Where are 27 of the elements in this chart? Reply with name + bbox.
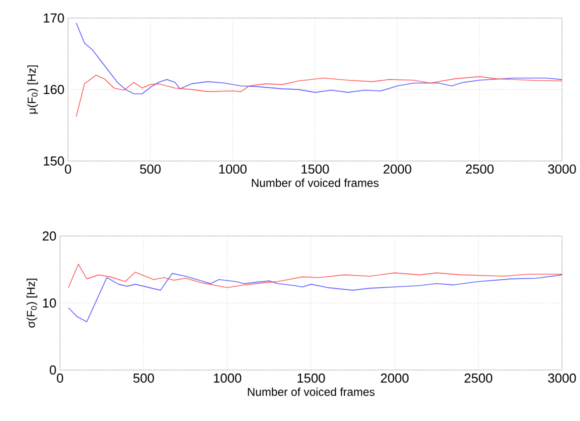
x-axis-title: Number of voiced frames bbox=[252, 178, 379, 187]
line-series bbox=[76, 22, 562, 94]
line-series bbox=[68, 264, 562, 288]
x-tick-label: 1500 bbox=[302, 164, 329, 174]
x-tick-label: 1000 bbox=[219, 164, 247, 174]
x-tick-label: 3000 bbox=[548, 374, 576, 383]
y-tick-label: 0 bbox=[50, 365, 56, 375]
y-axis-title: μ(F$_{0}$) [Hz] bbox=[27, 65, 38, 114]
x-tick-label: 2500 bbox=[464, 374, 492, 383]
x-tick-label: 500 bbox=[140, 164, 161, 174]
x-tick-label: 2000 bbox=[380, 374, 409, 383]
x-axis-title: Number of voiced frames bbox=[248, 388, 375, 396]
x-tick-label: 1000 bbox=[214, 374, 242, 383]
x-tick-label: 3000 bbox=[548, 164, 576, 174]
x-tick-label: 500 bbox=[133, 374, 154, 383]
y-tick-label: 20 bbox=[42, 231, 56, 241]
x-tick-label: 1500 bbox=[298, 374, 325, 383]
x-tick-label: 2000 bbox=[384, 164, 412, 174]
y-tick-label: 150 bbox=[44, 156, 64, 166]
y-tick-label: 10 bbox=[43, 298, 56, 308]
x-tick-label: 2500 bbox=[466, 164, 494, 174]
y-tick-label: 170 bbox=[44, 13, 64, 23]
x-tick-label: 0 bbox=[64, 164, 72, 174]
line-series bbox=[76, 74, 562, 118]
line-series bbox=[68, 273, 562, 322]
y-axis-title: σ(F$_{0}$) [Hz] bbox=[26, 278, 38, 328]
y-tick-label: 160 bbox=[44, 84, 64, 94]
